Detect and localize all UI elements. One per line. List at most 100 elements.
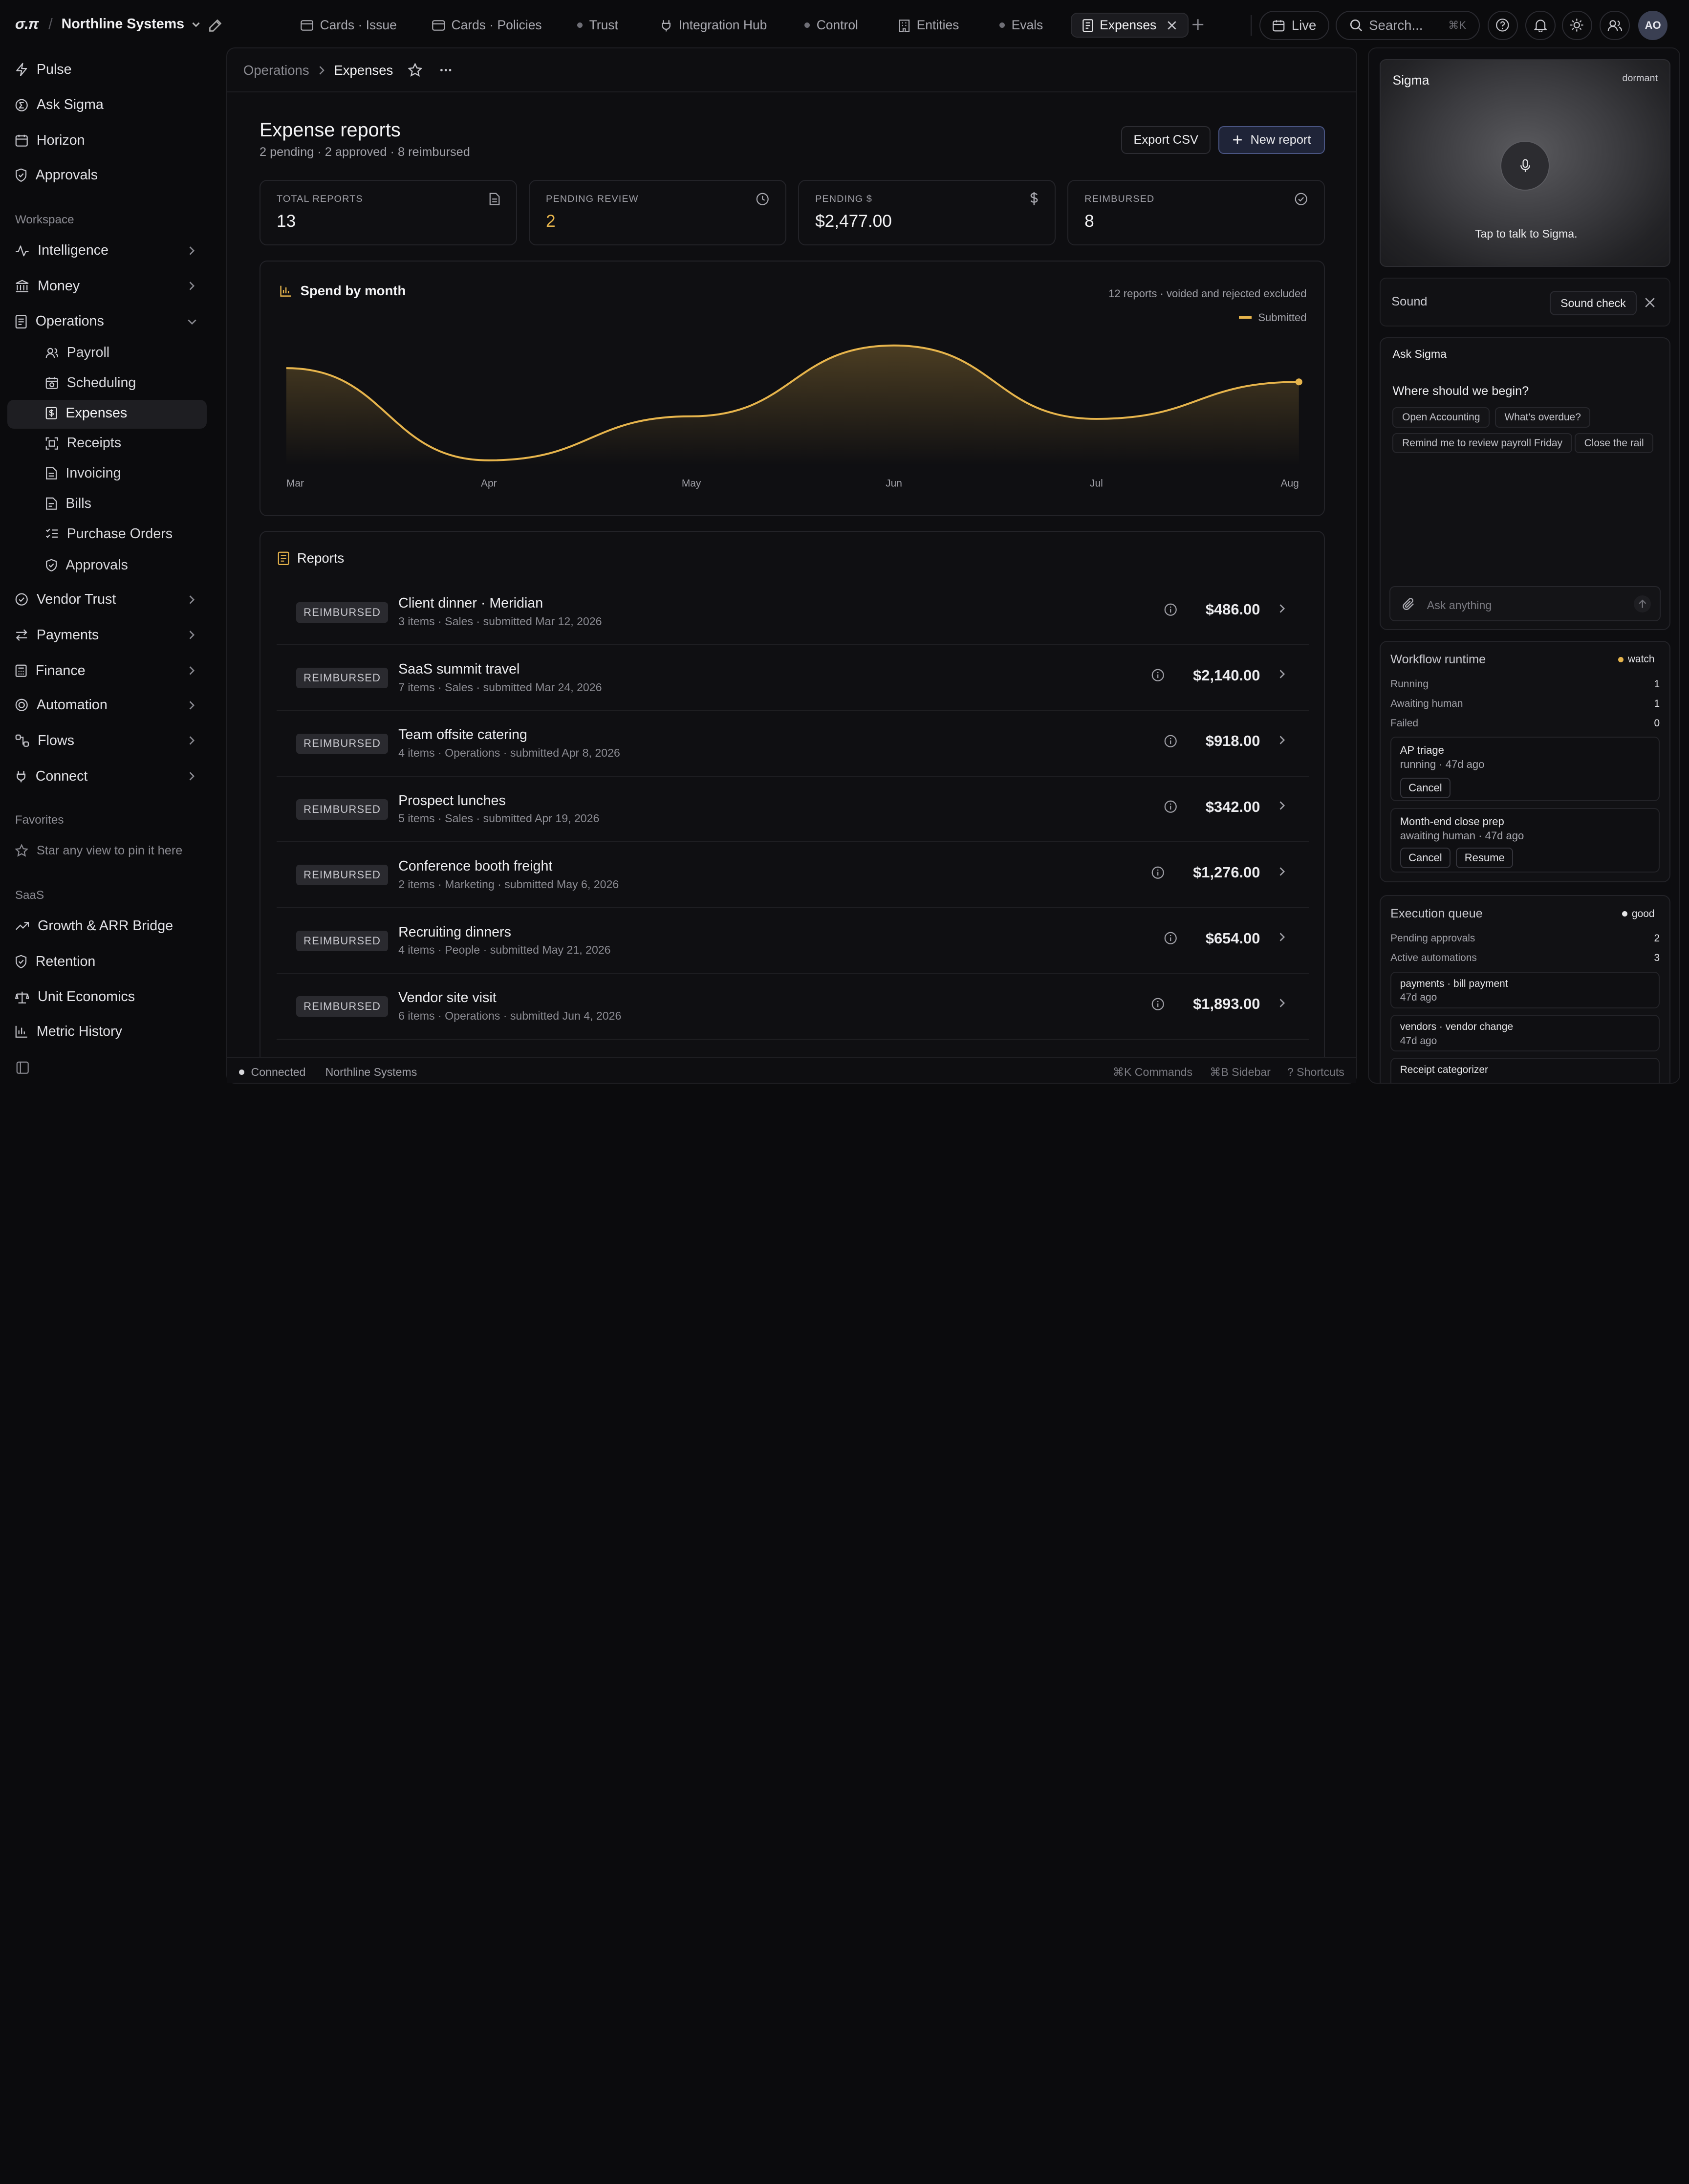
table-row[interactable]: REIMBURSED Client dinner · Meridian 3 item… [277, 579, 1309, 645]
status-dot-icon [1622, 911, 1628, 917]
tab-cards-policies[interactable]: Cards · Policies [432, 13, 542, 38]
info-icon[interactable] [1151, 669, 1164, 682]
suggestion-chip[interactable]: What's overdue? [1494, 407, 1591, 428]
sidebar-item-connect[interactable]: Connect [15, 768, 195, 785]
sidebar-item-invoicing[interactable]: Invoicing [45, 465, 121, 481]
help-icon [1495, 18, 1510, 32]
app-logo[interactable]: σ.π [15, 15, 39, 32]
info-icon[interactable] [1151, 998, 1164, 1010]
activity-icon [15, 244, 29, 257]
chevron-right-icon [187, 666, 196, 676]
data-point[interactable] [1295, 378, 1302, 386]
suggestion-chip[interactable]: Remind me to review payroll Friday [1392, 433, 1572, 454]
info-icon[interactable] [1164, 603, 1177, 616]
cancel-button[interactable]: Cancel [1400, 847, 1451, 868]
sidebar-hint[interactable]: ⌘B Sidebar [1210, 1065, 1271, 1078]
sidebar-item-purchase-orders[interactable]: Purchase Orders [45, 526, 173, 542]
export-csv-button[interactable]: Export CSV [1121, 126, 1211, 154]
suggestion-chip[interactable]: Close the rail [1574, 433, 1654, 454]
compose-icon[interactable] [208, 18, 223, 33]
chevron-right-icon [187, 771, 196, 781]
sidebar-item-metric-history[interactable]: Metric History [15, 1024, 122, 1040]
queue-item[interactable]: Receipt categorizer [1390, 1058, 1660, 1083]
close-tab-icon[interactable] [1167, 21, 1177, 30]
new-report-button[interactable]: New report [1218, 126, 1325, 154]
sidebar-item-vendor-trust[interactable]: Vendor Trust [15, 591, 195, 608]
info-icon[interactable] [1164, 932, 1177, 944]
sidebar-item-scheduling[interactable]: Scheduling [45, 375, 136, 391]
sidebar-item-unit-economics[interactable]: Unit Economics [15, 989, 135, 1005]
tab-evals[interactable]: Evals [999, 13, 1043, 38]
sidebar-toggle-icon[interactable] [16, 1061, 29, 1074]
search-input[interactable]: Search... ⌘K [1336, 11, 1480, 40]
tab-trust[interactable]: Trust [577, 13, 618, 38]
info-icon[interactable] [1164, 735, 1177, 747]
more-icon[interactable] [439, 68, 452, 72]
sidebar-item-money[interactable]: Money [15, 278, 195, 294]
sidebar-item-growth-arr[interactable]: Growth & ARR Bridge [15, 918, 173, 934]
table-row[interactable]: REIMBURSED Vendor site visit 6 items · Ope… [277, 974, 1309, 1040]
close-icon[interactable] [1645, 297, 1655, 308]
mic-button[interactable] [1500, 141, 1550, 191]
report-amount: $654.00 [1205, 929, 1260, 947]
suggestion-chip[interactable]: Open Accounting [1392, 407, 1490, 428]
queue-item[interactable]: payments · bill payment 47d ago [1390, 971, 1660, 1008]
sidebar-item-expenses[interactable]: Expenses [45, 405, 127, 421]
table-row[interactable]: REIMBURSED Team offsite catering 4 items ·… [277, 711, 1309, 777]
tab-expenses[interactable]: Expenses [1070, 13, 1189, 38]
sidebar-item-finance[interactable]: Finance [15, 663, 195, 679]
new-tab-icon[interactable] [1191, 18, 1204, 31]
table-row[interactable]: REIMBURSED SaaS summit travel 7 items · Sa… [277, 645, 1309, 711]
report-title: Prospect lunches [398, 792, 506, 808]
live-button[interactable]: Live [1259, 11, 1329, 40]
shield-check-icon [15, 168, 27, 182]
tab-cards-issue[interactable]: Cards · Issue [301, 13, 397, 38]
queue-status: good [1622, 908, 1654, 920]
scan-icon [45, 437, 58, 450]
help-button[interactable] [1487, 11, 1518, 40]
tab-entities[interactable]: Entities [898, 13, 959, 38]
paperclip-icon[interactable] [1402, 597, 1415, 611]
queue-item[interactable]: vendors · vendor change 47d ago [1390, 1014, 1660, 1051]
ask-input[interactable]: Ask anything [1389, 586, 1661, 622]
table-row[interactable]: REIMBURSED Prospect lunches 5 items · Sale… [277, 777, 1309, 843]
sidebar-item-retention[interactable]: Retention [15, 954, 95, 970]
info-icon[interactable] [1151, 866, 1164, 879]
sidebar-item-flows[interactable]: Flows [15, 733, 195, 749]
avatar[interactable]: AO [1638, 11, 1667, 40]
resume-button[interactable]: Resume [1456, 847, 1514, 868]
sidebar-item-payments[interactable]: Payments [15, 627, 195, 643]
tab-integration-hub[interactable]: Integration Hub [660, 13, 767, 38]
sidebar-item-payroll[interactable]: Payroll [45, 345, 109, 361]
info-icon[interactable] [1164, 800, 1177, 813]
notifications-button[interactable] [1525, 11, 1556, 40]
calculator-icon [15, 664, 27, 677]
send-icon[interactable] [1633, 595, 1651, 613]
sidebar-item-horizon[interactable]: Horizon [15, 132, 85, 149]
sidebar-item-pulse[interactable]: Pulse [15, 62, 72, 78]
theme-toggle[interactable] [1561, 11, 1592, 40]
star-icon[interactable] [408, 63, 422, 77]
tab-control[interactable]: Control [804, 13, 858, 38]
sound-check-button[interactable]: Sound check [1550, 290, 1637, 316]
sidebar-item-bills[interactable]: Bills [45, 496, 91, 512]
cancel-button[interactable]: Cancel [1400, 777, 1451, 798]
commands-hint[interactable]: ⌘K Commands [1112, 1065, 1193, 1078]
org-switcher[interactable]: Northline Systems [62, 16, 202, 32]
table-row[interactable]: REIMBURSED Recruiting dinners 4 items · Pe… [277, 908, 1309, 974]
sidebar-item-intelligence[interactable]: Intelligence [15, 242, 195, 259]
team-button[interactable] [1600, 11, 1630, 40]
sidebar-item-automation[interactable]: Automation [15, 697, 195, 713]
sidebar-item-approvals[interactable]: Approvals [15, 167, 98, 183]
table-row[interactable]: REIMBURSED Conference booth freight 2 item… [277, 842, 1309, 908]
sigma-voice-card[interactable]: Sigma dormant Tap to talk to Sigma. [1380, 59, 1671, 267]
chevron-right-icon [187, 736, 196, 745]
shortcuts-hint[interactable]: ? Shortcuts [1287, 1065, 1344, 1078]
file-text-icon [45, 467, 57, 480]
chevron-right-icon [1278, 735, 1286, 745]
sidebar-item-ask-sigma[interactable]: Ask Sigma [15, 97, 104, 113]
breadcrumb-parent[interactable]: Operations [243, 62, 309, 78]
sidebar-item-operations[interactable]: Operations [15, 313, 197, 329]
sidebar-item-receipts[interactable]: Receipts [45, 435, 121, 451]
sidebar-item-ops-approvals[interactable]: Approvals [45, 557, 128, 573]
